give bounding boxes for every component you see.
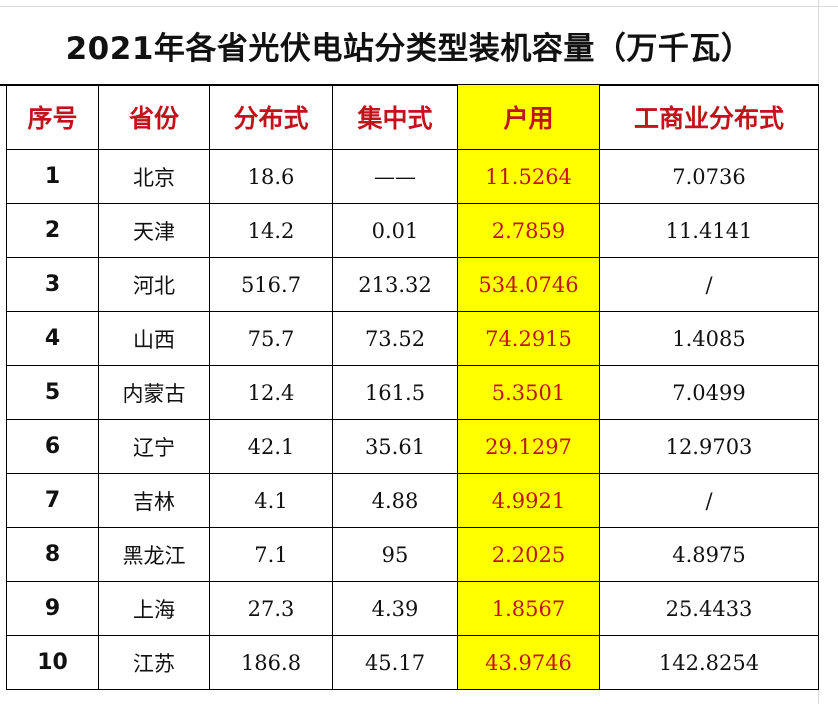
cell-household[interactable]: 43.9746 xyxy=(457,635,600,690)
cell-province[interactable]: 上海 xyxy=(98,581,210,636)
cell-province[interactable]: 山西 xyxy=(98,311,210,366)
cell-centralized[interactable]: 0.01 xyxy=(332,203,458,258)
cell-commercial-distributed[interactable]: 4.8975 xyxy=(599,527,819,582)
cell-province[interactable]: 吉林 xyxy=(98,473,210,528)
cell-household[interactable]: 11.5264 xyxy=(457,149,600,204)
cell-index[interactable]: 7 xyxy=(6,473,99,528)
cell-distributed[interactable]: 12.4 xyxy=(209,365,333,420)
table-row: 5 内蒙古 12.4 161.5 5.3501 7.0499 xyxy=(6,365,819,420)
cell-centralized[interactable]: 4.39 xyxy=(332,581,458,636)
cell-index[interactable]: 2 xyxy=(6,203,99,258)
sheet-top-strip xyxy=(0,0,838,7)
cell-distributed[interactable]: 18.6 xyxy=(209,149,333,204)
table-row: 1 北京 18.6 —— 11.5264 7.0736 xyxy=(6,149,819,204)
cell-province[interactable]: 河北 xyxy=(98,257,210,312)
column-gridline xyxy=(818,0,819,704)
cell-commercial-distributed[interactable]: / xyxy=(599,257,819,312)
cell-centralized[interactable]: 45.17 xyxy=(332,635,458,690)
cell-distributed[interactable]: 75.7 xyxy=(209,311,333,366)
table-row: 3 河北 516.7 213.32 534.0746 / xyxy=(6,257,819,312)
table-row: 7 吉林 4.1 4.88 4.9921 / xyxy=(6,473,819,528)
cell-distributed[interactable]: 516.7 xyxy=(209,257,333,312)
table-row: 6 辽宁 42.1 35.61 29.1297 12.9703 xyxy=(6,419,819,474)
capacity-table: 序号 省份 分布式 集中式 户用 工商业分布式 1 北京 18.6 —— 11.… xyxy=(6,84,819,690)
cell-commercial-distributed[interactable]: 11.4141 xyxy=(599,203,819,258)
cell-household[interactable]: 2.2025 xyxy=(457,527,600,582)
table-row: 2 天津 14.2 0.01 2.7859 11.4141 xyxy=(6,203,819,258)
cell-index[interactable]: 10 xyxy=(6,635,99,690)
cell-distributed[interactable]: 14.2 xyxy=(209,203,333,258)
header-distributed[interactable]: 分布式 xyxy=(209,84,333,150)
cell-index[interactable]: 3 xyxy=(6,257,99,312)
cell-centralized[interactable]: —— xyxy=(332,149,458,204)
cell-province[interactable]: 黑龙江 xyxy=(98,527,210,582)
cell-index[interactable]: 6 xyxy=(6,419,99,474)
cell-commercial-distributed[interactable]: / xyxy=(599,473,819,528)
table-row: 10 江苏 186.8 45.17 43.9746 142.8254 xyxy=(6,635,819,690)
table-row: 4 山西 75.7 73.52 74.2915 1.4085 xyxy=(6,311,819,366)
header-centralized[interactable]: 集中式 xyxy=(332,84,458,150)
cell-household[interactable]: 4.9921 xyxy=(457,473,600,528)
cell-province[interactable]: 天津 xyxy=(98,203,210,258)
cell-distributed[interactable]: 7.1 xyxy=(209,527,333,582)
cell-household[interactable]: 1.8567 xyxy=(457,581,600,636)
cell-commercial-distributed[interactable]: 7.0499 xyxy=(599,365,819,420)
cell-centralized[interactable]: 95 xyxy=(332,527,458,582)
cell-index[interactable]: 8 xyxy=(6,527,99,582)
cell-household[interactable]: 534.0746 xyxy=(457,257,600,312)
cell-household[interactable]: 2.7859 xyxy=(457,203,600,258)
cell-province[interactable]: 江苏 xyxy=(98,635,210,690)
cell-province[interactable]: 内蒙古 xyxy=(98,365,210,420)
header-index[interactable]: 序号 xyxy=(6,84,99,150)
cell-commercial-distributed[interactable]: 142.8254 xyxy=(599,635,819,690)
cell-commercial-distributed[interactable]: 1.4085 xyxy=(599,311,819,366)
table-row: 9 上海 27.3 4.39 1.8567 25.4433 xyxy=(6,581,819,636)
cell-household[interactable]: 5.3501 xyxy=(457,365,600,420)
cell-household[interactable]: 74.2915 xyxy=(457,311,600,366)
table-row: 8 黑龙江 7.1 95 2.2025 4.8975 xyxy=(6,527,819,582)
header-row: 序号 省份 分布式 集中式 户用 工商业分布式 xyxy=(6,84,819,150)
cell-commercial-distributed[interactable]: 12.9703 xyxy=(599,419,819,474)
table-title: 2021年各省光伏电站分类型装机容量（万千瓦） xyxy=(0,6,818,86)
cell-commercial-distributed[interactable]: 25.4433 xyxy=(599,581,819,636)
cell-household[interactable]: 29.1297 xyxy=(457,419,600,474)
cell-centralized[interactable]: 73.52 xyxy=(332,311,458,366)
cell-index[interactable]: 1 xyxy=(6,149,99,204)
cell-distributed[interactable]: 4.1 xyxy=(209,473,333,528)
cell-commercial-distributed[interactable]: 7.0736 xyxy=(599,149,819,204)
cell-index[interactable]: 5 xyxy=(6,365,99,420)
header-commercial-distributed[interactable]: 工商业分布式 xyxy=(599,84,819,150)
cell-distributed[interactable]: 186.8 xyxy=(209,635,333,690)
cell-province[interactable]: 辽宁 xyxy=(98,419,210,474)
cell-index[interactable]: 9 xyxy=(6,581,99,636)
cell-province[interactable]: 北京 xyxy=(98,149,210,204)
cell-centralized[interactable]: 4.88 xyxy=(332,473,458,528)
header-province[interactable]: 省份 xyxy=(98,84,210,150)
cell-centralized[interactable]: 161.5 xyxy=(332,365,458,420)
cell-distributed[interactable]: 42.1 xyxy=(209,419,333,474)
cell-distributed[interactable]: 27.3 xyxy=(209,581,333,636)
cell-centralized[interactable]: 213.32 xyxy=(332,257,458,312)
header-household[interactable]: 户用 xyxy=(457,84,600,150)
cell-index[interactable]: 4 xyxy=(6,311,99,366)
cell-centralized[interactable]: 35.61 xyxy=(332,419,458,474)
